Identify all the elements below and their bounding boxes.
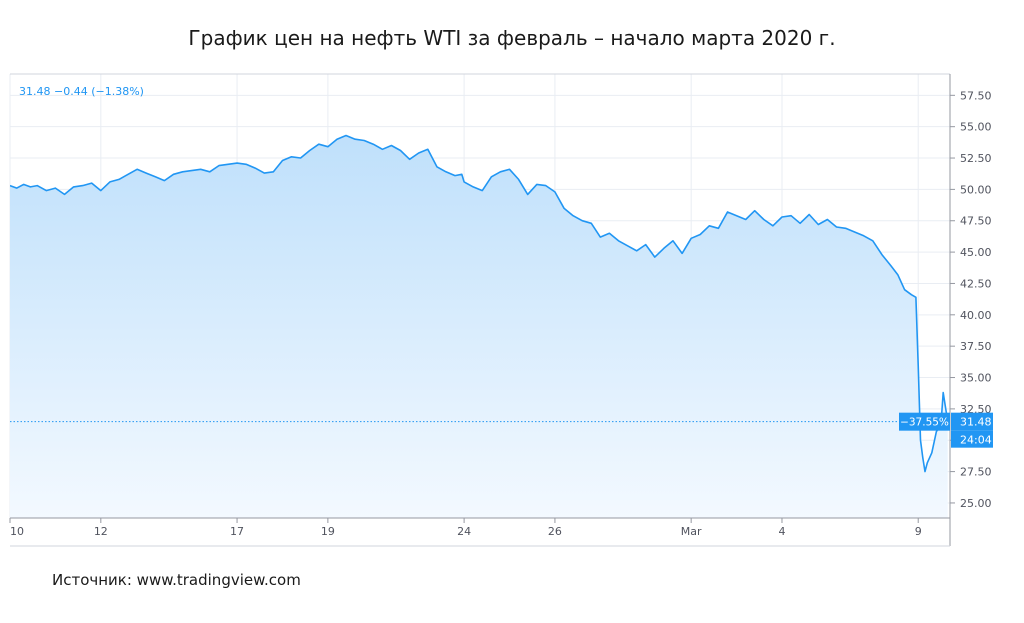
x-tick-label: 12 [94, 525, 108, 538]
svg-text:31.48: 31.48 [960, 416, 992, 429]
x-tick-label: 10 [10, 525, 24, 538]
y-axis: 25.0027.5030.0032.5035.0037.5040.0042.50… [950, 89, 992, 510]
percent-change-tag: −37.55% [899, 412, 950, 431]
x-tick-label: 4 [778, 525, 785, 538]
x-axis: 10 12 17 19 24 26 Mar 4 9 [9, 518, 922, 538]
price-chart[interactable]: 25.0027.5030.0032.5035.0037.5040.0042.50… [0, 70, 1024, 550]
y-tick-label: 32.50 [960, 403, 992, 416]
chart-frame: 25.0027.5030.0032.5035.0037.5040.0042.50… [0, 70, 1024, 550]
source-note: Источник: www.tradingview.com [52, 571, 301, 589]
y-tick-label: 37.50 [960, 340, 992, 353]
y-tick-label: 27.50 [960, 466, 992, 479]
y-tick-label: 40.00 [960, 309, 992, 322]
x-tick-label: Mar [681, 525, 702, 538]
price-line [10, 134, 949, 473]
y-tick-label: 42.50 [960, 277, 992, 290]
last-price-tag: 31.48 [951, 412, 993, 431]
x-tick-label: 9 [915, 525, 922, 538]
y-tick-label: 55.00 [960, 121, 992, 134]
x-tick-label: 19 [321, 525, 335, 538]
y-tick-label: 57.50 [960, 89, 992, 102]
x-tick-label: 26 [548, 525, 562, 538]
legend-price-change: 31.48 −0.44 (−1.38%) [19, 85, 144, 98]
chart-title: График цен на нефть WTI за февраль – нач… [188, 26, 836, 50]
svg-text:−37.55%: −37.55% [900, 417, 949, 429]
price-area [10, 135, 948, 518]
countdown-tag: 24:04 [951, 430, 993, 448]
y-tick-label: 47.50 [960, 215, 992, 228]
svg-text:24:04: 24:04 [960, 434, 992, 447]
x-tick-label: 24 [457, 525, 471, 538]
x-tick-label: 17 [230, 525, 244, 538]
y-tick-label: 35.00 [960, 372, 992, 385]
y-tick-label: 52.50 [960, 152, 992, 165]
y-tick-label: 25.00 [960, 497, 992, 510]
y-tick-label: 50.00 [960, 183, 992, 196]
y-tick-label: 45.00 [960, 246, 992, 259]
